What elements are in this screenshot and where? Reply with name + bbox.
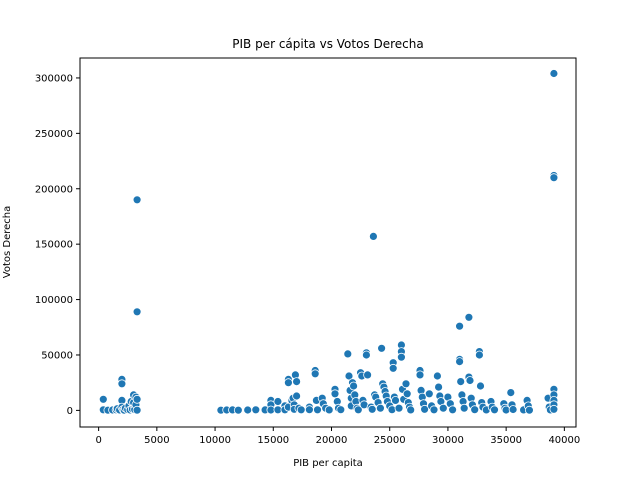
x-tick-label: 30000 — [432, 435, 464, 446]
y-tick-label: 200000 — [35, 184, 73, 195]
data-point — [506, 388, 516, 398]
data-point — [438, 403, 448, 413]
data-point — [402, 389, 412, 399]
data-point — [391, 395, 400, 405]
data-point — [490, 405, 499, 415]
data-point — [292, 377, 302, 387]
data-point — [459, 403, 469, 413]
data-point — [377, 343, 387, 353]
y-tick-label: 250000 — [35, 129, 73, 140]
y-tick-label: 50000 — [41, 350, 73, 361]
data-point — [132, 307, 142, 317]
y-axis: 0 50000 100000 150000 200000 250000 300000 — [35, 73, 80, 417]
y-tick-label: 100000 — [35, 295, 73, 306]
x-tick-label: 0 — [95, 435, 101, 446]
data-point — [424, 389, 434, 399]
data-point — [243, 405, 253, 415]
data-point — [313, 405, 322, 415]
data-point — [455, 357, 465, 367]
data-point — [132, 405, 142, 415]
data-point — [132, 394, 142, 404]
data-point — [353, 405, 363, 415]
data-point — [434, 382, 444, 392]
data-point — [448, 405, 458, 415]
x-tick-label: 35000 — [490, 435, 522, 446]
data-point — [406, 405, 416, 415]
data-point — [304, 405, 314, 415]
data-point — [292, 391, 302, 401]
x-tick-label: 20000 — [316, 435, 348, 446]
data-point — [336, 405, 346, 415]
data-point — [367, 404, 377, 414]
data-point — [396, 352, 406, 362]
data-point — [361, 350, 371, 360]
y-axis-label: Votos Derecha — [2, 206, 13, 278]
data-point — [476, 381, 485, 391]
data-point — [310, 369, 320, 379]
data-point — [549, 69, 559, 78]
data-point — [344, 371, 354, 381]
y-tick-label: 0 — [67, 406, 73, 417]
data-point — [251, 405, 261, 415]
data-point — [388, 363, 398, 373]
data-point — [525, 405, 534, 415]
x-tick-label: 25000 — [374, 435, 406, 446]
data-point — [330, 389, 340, 399]
data-point — [456, 377, 466, 387]
data-point — [343, 349, 353, 359]
data-point — [549, 173, 559, 183]
data-point — [375, 403, 385, 413]
data-point — [117, 379, 127, 389]
data-point — [273, 397, 283, 406]
data-point — [429, 405, 439, 415]
data-point — [474, 350, 484, 360]
data-point — [465, 376, 475, 385]
points-layer — [98, 69, 559, 415]
data-point — [363, 370, 373, 380]
data-point — [283, 378, 293, 388]
data-point — [432, 371, 442, 381]
x-axis: 0 5000 10000 15000 20000 25000 30000 35000 40000 — [95, 427, 580, 446]
data-point — [368, 231, 378, 241]
data-point — [464, 312, 474, 322]
chart-title: PIB per cápita vs Votos Derecha — [232, 37, 423, 51]
plot-frame — [79, 57, 577, 428]
data-point — [349, 381, 359, 391]
y-tick-label: 300000 — [35, 73, 73, 84]
data-point — [394, 403, 404, 413]
data-point — [98, 394, 108, 404]
data-point — [455, 321, 465, 331]
data-point — [549, 404, 559, 414]
data-point — [401, 379, 411, 389]
x-tick-label: 40000 — [548, 435, 580, 446]
data-point — [296, 405, 306, 415]
x-tick-label: 5000 — [144, 435, 169, 446]
data-point — [324, 405, 334, 415]
x-tick-label: 10000 — [199, 435, 231, 446]
data-point — [415, 370, 425, 380]
data-point — [470, 405, 480, 415]
x-axis-label: PIB per capita — [293, 458, 363, 469]
y-tick-label: 150000 — [35, 240, 73, 251]
data-point — [132, 195, 142, 205]
data-point — [420, 404, 430, 414]
x-tick-label: 15000 — [257, 435, 289, 446]
data-point — [233, 405, 243, 415]
data-point — [508, 405, 518, 414]
